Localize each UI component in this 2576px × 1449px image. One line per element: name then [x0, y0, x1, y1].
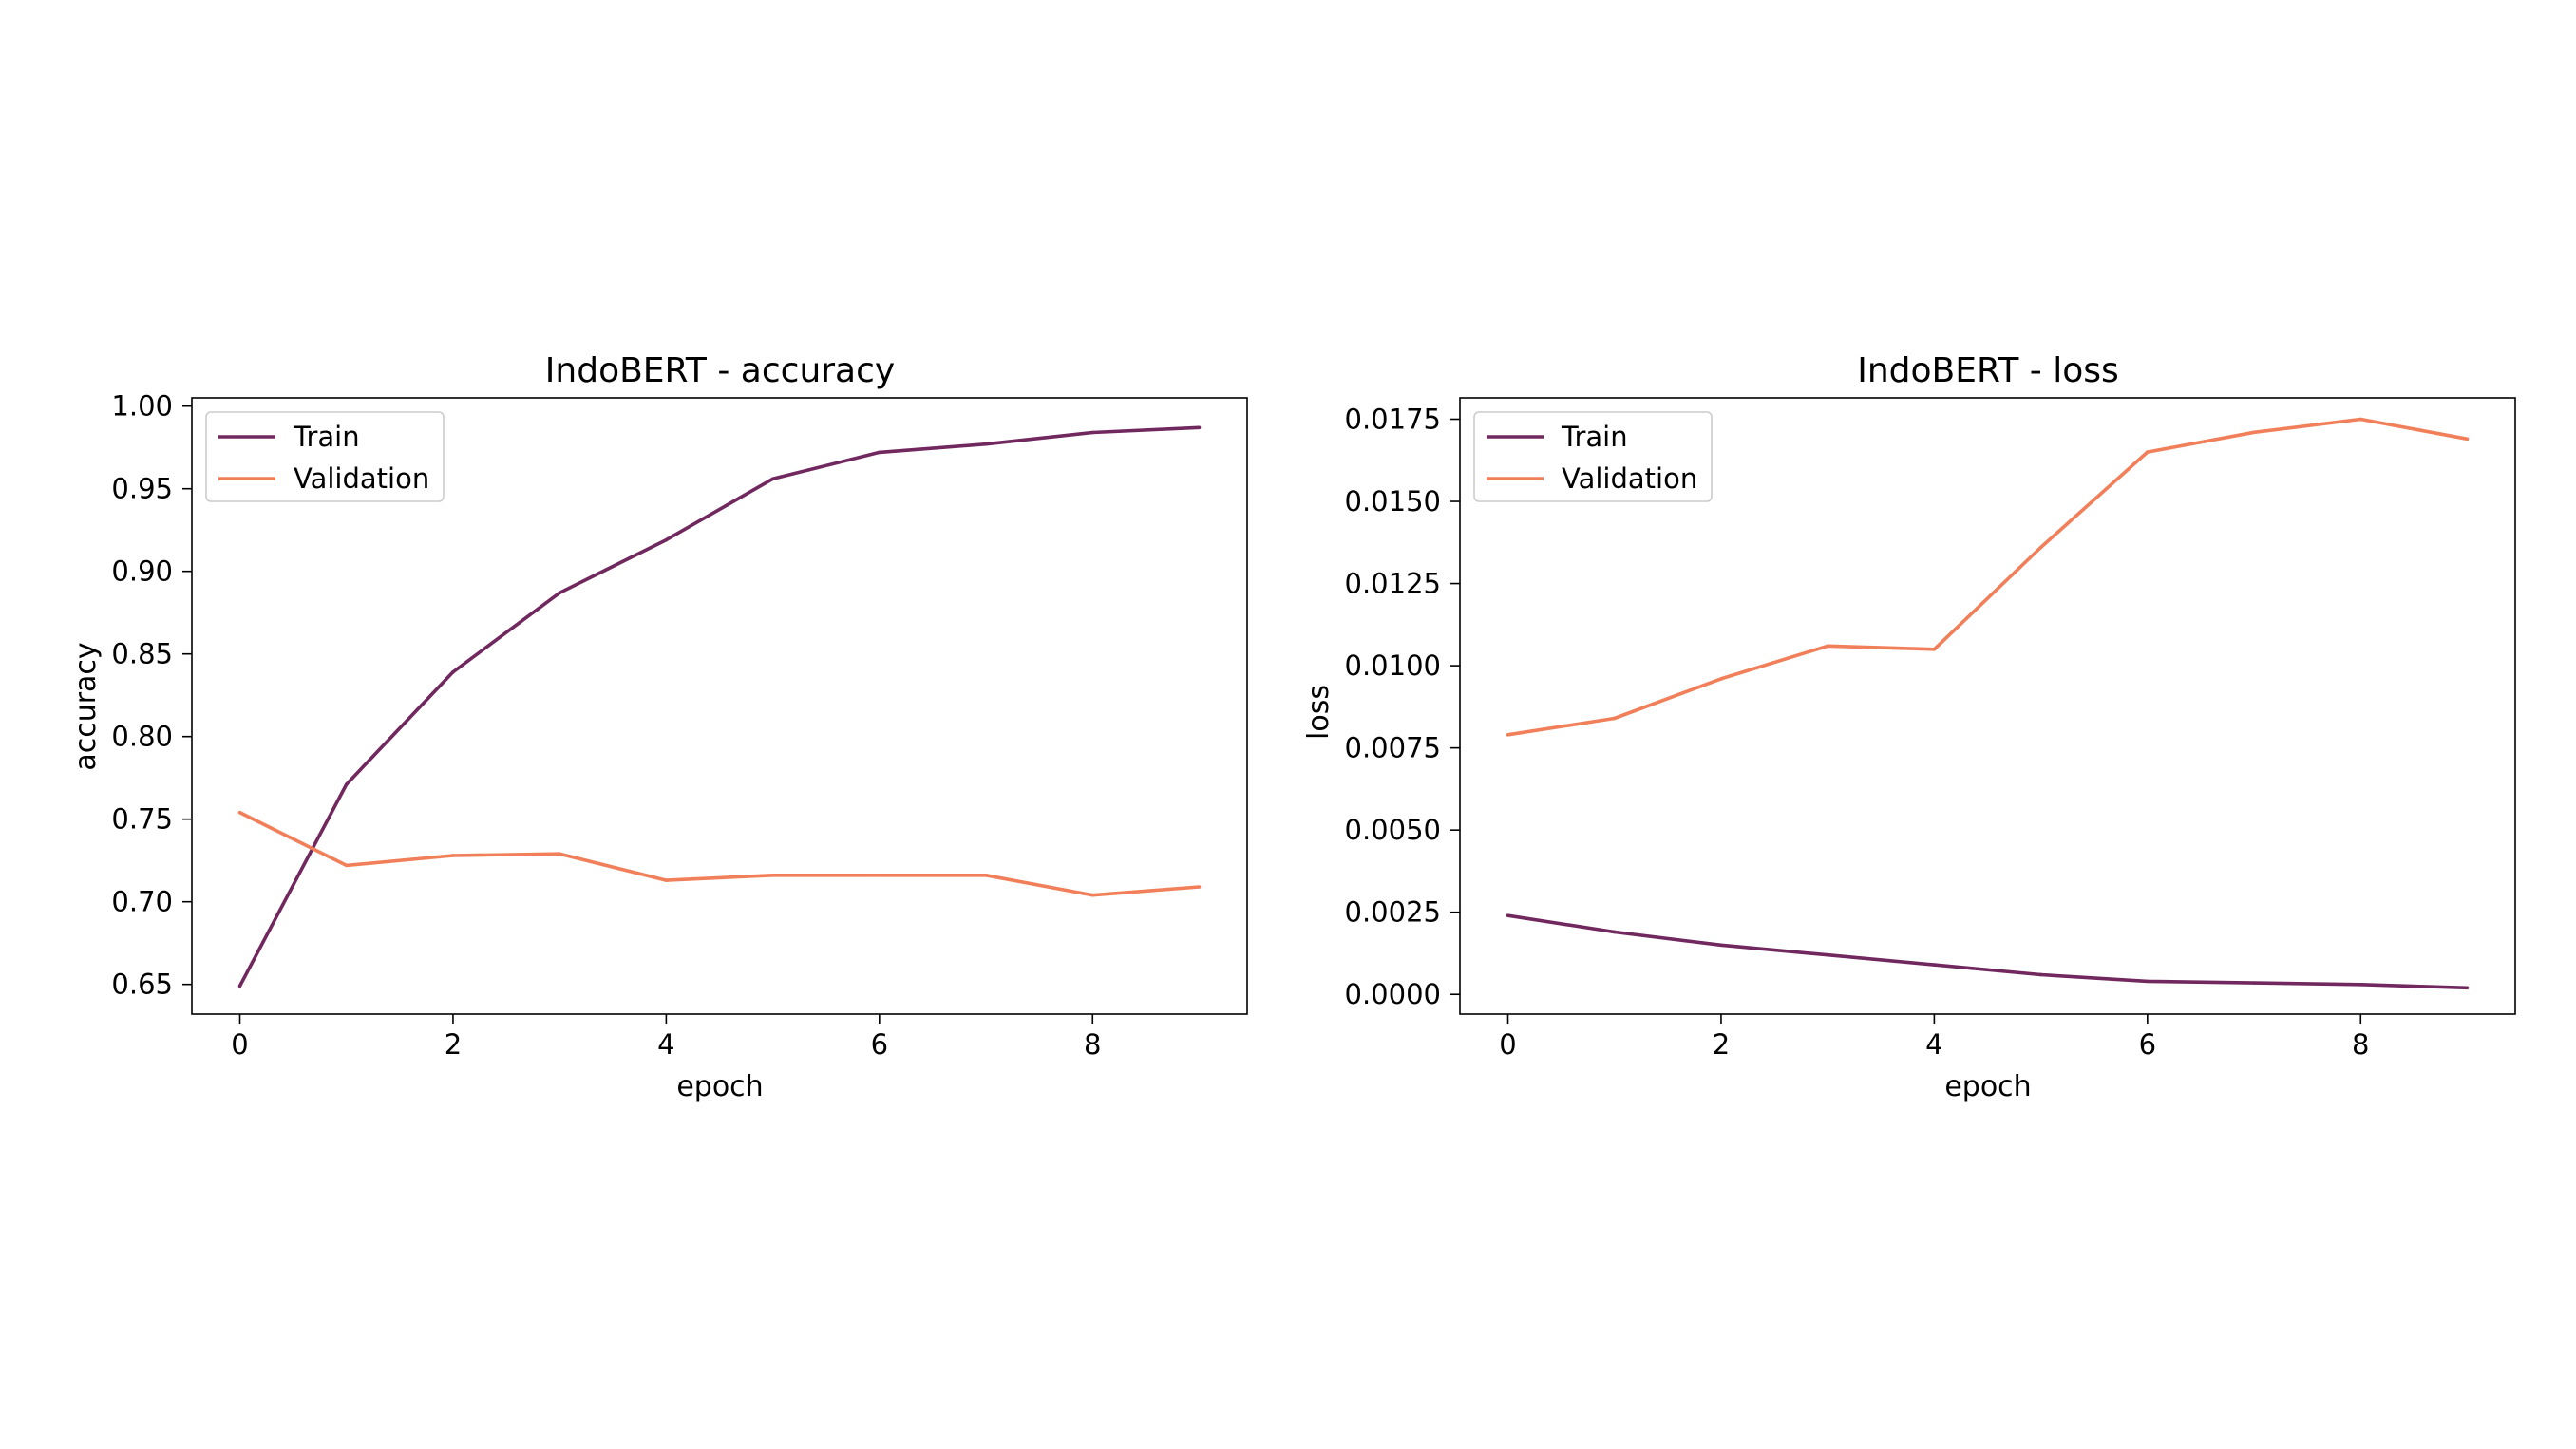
data-point-validation — [2358, 417, 2363, 422]
y-tick-label: 0.0075 — [1345, 732, 1441, 764]
data-point-validation — [770, 874, 775, 877]
y-axis-label: loss — [1302, 685, 1335, 740]
axis-ticks: 0 2 4 6 8 0.0000 0.0025 0.0050 0.0075 0.0100 0.012… — [1345, 403, 2370, 1061]
data-point-validation — [984, 874, 988, 877]
y-tick-label: 0.80 — [111, 721, 173, 753]
data-point-validation — [344, 863, 349, 868]
data-point-train — [344, 782, 349, 786]
data-point-train — [1826, 952, 1829, 957]
series-line-validation — [238, 811, 1200, 897]
y-tick-label: 0.0025 — [1345, 896, 1441, 929]
chart-title: IndoBERT - accuracy — [545, 351, 895, 390]
y-tick-label: 0.75 — [111, 803, 173, 836]
data-point-train — [984, 442, 988, 446]
data-point-validation — [2465, 437, 2470, 442]
data-point-validation — [878, 874, 881, 877]
data-point-train — [1719, 943, 1723, 948]
data-point-validation — [1612, 716, 1617, 721]
y-tick-label: 0.85 — [111, 638, 173, 670]
x-tick-label: 4 — [1925, 1028, 1942, 1061]
legend-label: Train — [1561, 421, 1628, 453]
accuracy-chart: IndoBERT - accuracy 0 2 4 6 8 0.65 0.70 0.75 0.8… — [69, 351, 1248, 1103]
y-tick-label: 0.90 — [111, 555, 173, 588]
chart-title: IndoBERT - loss — [1857, 351, 2119, 390]
data-point-train — [451, 670, 455, 674]
plot-frame — [191, 397, 1248, 1015]
data-point-train — [2465, 986, 2470, 990]
x-tick-label: 0 — [231, 1028, 248, 1061]
data-point-train — [1932, 963, 1937, 967]
axis-ticks: 0 2 4 6 8 0.65 0.70 0.75 0.80 0.85 0.90 0.95 1.00 — [111, 390, 1101, 1061]
data-point-validation — [2146, 450, 2150, 454]
y-tick-label: 0.0100 — [1345, 649, 1441, 682]
data-point-validation — [664, 878, 669, 882]
series-line-validation — [1507, 417, 2468, 737]
y-tick-label: 0.0125 — [1345, 568, 1441, 600]
data-point-validation — [558, 852, 561, 856]
data-point-validation — [237, 810, 242, 815]
y-axis-label: accuracy — [69, 642, 103, 770]
data-point-validation — [1932, 647, 1937, 651]
legend-label: Validation — [1562, 462, 1697, 495]
plot-frame — [1459, 397, 2516, 1015]
series-line-train — [237, 425, 1200, 988]
data-point-train — [2038, 972, 2043, 977]
data-point-train — [1090, 430, 1095, 435]
data-point-validation — [451, 854, 455, 857]
series-line-train — [1507, 913, 2468, 990]
data-point-validation — [1826, 644, 1829, 649]
x-tick-label: 0 — [1499, 1028, 1516, 1061]
data-point-train — [2252, 981, 2256, 985]
data-point-train — [1197, 425, 1202, 430]
x-axis-label: epoch — [1944, 1070, 2031, 1103]
data-point-validation — [2252, 430, 2256, 435]
data-point-validation — [2038, 545, 2043, 550]
data-point-train — [237, 984, 242, 988]
data-point-validation — [1506, 732, 1510, 737]
x-tick-label: 2 — [445, 1028, 462, 1061]
data-point-validation — [1197, 885, 1202, 889]
data-point-validation — [1719, 677, 1723, 681]
y-tick-label: 0.0175 — [1345, 403, 1441, 435]
legend: Train Validation — [205, 411, 445, 502]
x-tick-label: 4 — [657, 1028, 674, 1061]
data-point-train — [1612, 930, 1617, 934]
x-axis-label: epoch — [676, 1070, 763, 1103]
legend: Train Validation — [1473, 411, 1713, 502]
y-tick-label: 0.0000 — [1345, 978, 1441, 1010]
y-tick-label: 0.65 — [111, 969, 173, 1001]
loss-chart: IndoBERT - loss 0 2 4 6 80.00000.00250.00500… — [1302, 351, 2516, 1103]
x-tick-label: 6 — [2139, 1028, 2156, 1061]
data-point-train — [558, 591, 561, 595]
y-tick-label: 1.00 — [111, 390, 173, 423]
data-point-train — [878, 450, 881, 455]
y-tick-label: 0.0150 — [1345, 485, 1441, 518]
data-point-train — [664, 537, 669, 542]
data-point-train — [1506, 913, 1510, 917]
x-tick-label: 8 — [1084, 1028, 1101, 1061]
y-tick-label: 0.95 — [111, 473, 173, 505]
data-point-train — [770, 477, 775, 481]
y-tick-label: 0.70 — [111, 886, 173, 918]
x-tick-label: 8 — [2352, 1028, 2369, 1061]
data-point-train — [2146, 979, 2150, 984]
x-tick-label: 2 — [1713, 1028, 1730, 1061]
legend-label: Train — [293, 421, 360, 453]
plot-area — [237, 425, 1202, 988]
data-point-validation — [1090, 893, 1095, 897]
y-tick-label: 0.0050 — [1345, 814, 1441, 846]
x-tick-label: 6 — [871, 1028, 888, 1061]
data-point-train — [2358, 983, 2363, 987]
legend-label: Validation — [294, 462, 429, 495]
plot-area — [1506, 417, 2470, 990]
